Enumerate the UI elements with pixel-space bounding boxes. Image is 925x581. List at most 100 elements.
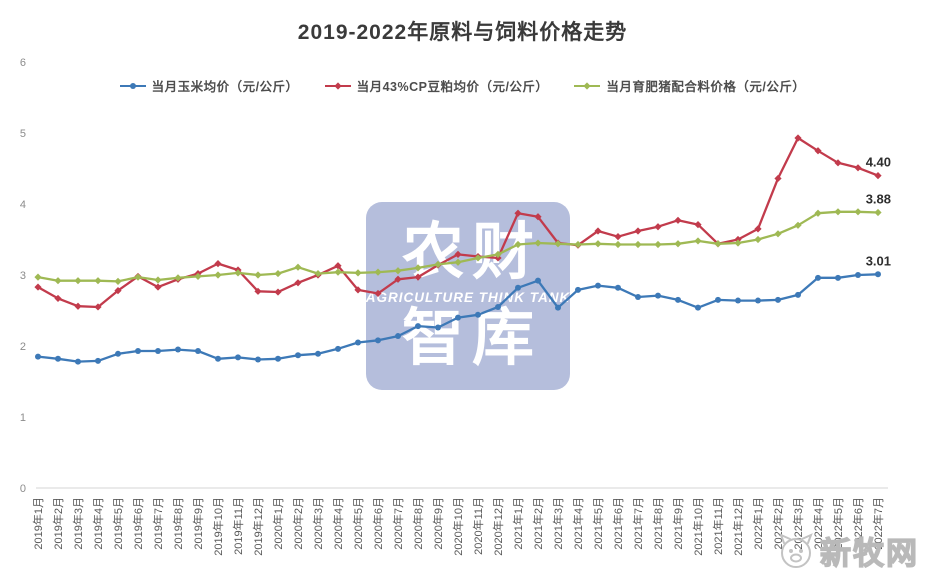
- data-point: [114, 277, 122, 285]
- watermark: 农财 AGRICULTURE THINK TANK 智库: [366, 202, 570, 390]
- data-point: [95, 357, 101, 364]
- y-tick-label: 0: [20, 483, 26, 495]
- data-point: [114, 287, 122, 295]
- data-point: [294, 263, 302, 271]
- data-point: [814, 147, 822, 155]
- x-tick-label: 2019年1月: [31, 497, 45, 550]
- y-tick-label: 6: [20, 57, 26, 69]
- x-tick-label: 2019年6月: [131, 497, 145, 550]
- legend-marker-icon: [119, 82, 146, 89]
- data-point: [274, 269, 282, 278]
- y-tick-label: 2: [20, 341, 26, 353]
- data-point: [195, 347, 201, 354]
- legend-marker-icon: [574, 81, 601, 90]
- legend-label: 当月43%CP豆粕均价（元/公斤）: [356, 80, 549, 94]
- data-point: [434, 260, 442, 268]
- chart-title: 2019-2022年原料与饲料价格走势: [297, 21, 628, 44]
- data-point: [774, 174, 782, 183]
- data-point: [234, 269, 242, 277]
- data-point: [555, 304, 561, 311]
- data-point: [454, 250, 462, 259]
- data-point: [834, 159, 842, 167]
- data-point: [295, 352, 301, 359]
- data-point: [455, 314, 461, 321]
- x-tick-label: 2019年5月: [111, 497, 125, 550]
- x-tick-label: 2022年4月: [811, 497, 825, 550]
- data-point: [274, 288, 282, 296]
- data-point: [254, 287, 262, 295]
- data-point: [494, 250, 502, 259]
- series-end-label: 4.40: [866, 155, 891, 170]
- site-logo-text: 新牧网: [819, 535, 919, 571]
- x-tick-label: 2021年8月: [651, 497, 665, 550]
- data-point: [774, 230, 782, 238]
- x-tick-label: 2019年2月: [51, 497, 65, 550]
- data-point: [615, 284, 621, 291]
- data-point: [655, 292, 661, 299]
- y-tick-label: 5: [20, 128, 26, 140]
- legend-label: 当月育肥猪配合料价格（元/公斤）: [606, 80, 806, 94]
- data-point: [714, 240, 722, 248]
- data-point: [134, 273, 142, 281]
- data-point: [854, 208, 862, 216]
- data-point: [435, 324, 441, 331]
- data-point: [854, 164, 862, 172]
- data-point: [334, 268, 342, 276]
- data-point: [55, 355, 61, 362]
- data-point: [374, 268, 382, 276]
- x-tick-label: 2020年6月: [371, 497, 385, 550]
- x-tick-label: 2021年2月: [531, 497, 545, 550]
- data-point: [834, 208, 842, 216]
- data-point: [495, 303, 501, 310]
- data-point: [734, 239, 742, 247]
- data-point: [694, 220, 702, 229]
- data-point: [534, 239, 542, 247]
- data-point: [394, 267, 402, 275]
- watermark-line2: AGRICULTURE THINK TANK: [365, 289, 571, 305]
- x-tick-label: 2021年7月: [631, 497, 645, 550]
- data-point: [394, 275, 402, 283]
- x-tick-label: 2019年3月: [71, 497, 85, 550]
- x-tick-label: 2020年3月: [311, 497, 325, 550]
- data-point: [855, 272, 861, 278]
- x-tick-label: 2020年5月: [351, 497, 365, 550]
- legend-marker-icon: [324, 81, 351, 90]
- site-logo: 新牧网: [774, 527, 919, 573]
- data-point: [835, 274, 841, 281]
- data-point: [654, 223, 662, 231]
- x-tick-label: 2021年11月: [711, 497, 725, 555]
- data-point: [115, 350, 121, 357]
- data-point: [335, 345, 341, 352]
- data-point: [154, 276, 162, 284]
- data-point: [614, 233, 622, 241]
- x-tick-label: 2019年7月: [151, 497, 165, 550]
- data-point: [794, 134, 802, 142]
- data-point: [354, 286, 362, 294]
- data-point: [135, 347, 141, 354]
- x-tick-label: 2019年4月: [91, 497, 105, 550]
- data-point: [275, 355, 281, 362]
- data-point: [814, 209, 822, 217]
- data-point: [194, 272, 202, 281]
- x-tick-label: 2021年6月: [611, 497, 625, 550]
- data-point: [254, 271, 262, 279]
- data-point: [715, 296, 721, 303]
- data-point: [694, 237, 702, 245]
- data-point: [454, 258, 462, 266]
- data-point: [415, 323, 421, 330]
- x-tick-label: 2021年5月: [591, 497, 605, 550]
- x-tick-label: 2020年8月: [411, 497, 425, 550]
- data-point: [375, 337, 381, 344]
- data-point: [874, 172, 882, 180]
- x-tick-label: 2022年6月: [851, 497, 865, 550]
- data-point: [334, 262, 342, 270]
- x-tick-label: 2020年4月: [331, 497, 345, 550]
- x-tick-label: 2020年9月: [431, 497, 445, 550]
- x-tick-label: 2020年10月: [451, 497, 465, 556]
- data-point: [74, 277, 82, 285]
- data-point: [54, 277, 62, 285]
- data-point: [175, 346, 181, 353]
- x-tick-label: 2022年5月: [831, 497, 845, 550]
